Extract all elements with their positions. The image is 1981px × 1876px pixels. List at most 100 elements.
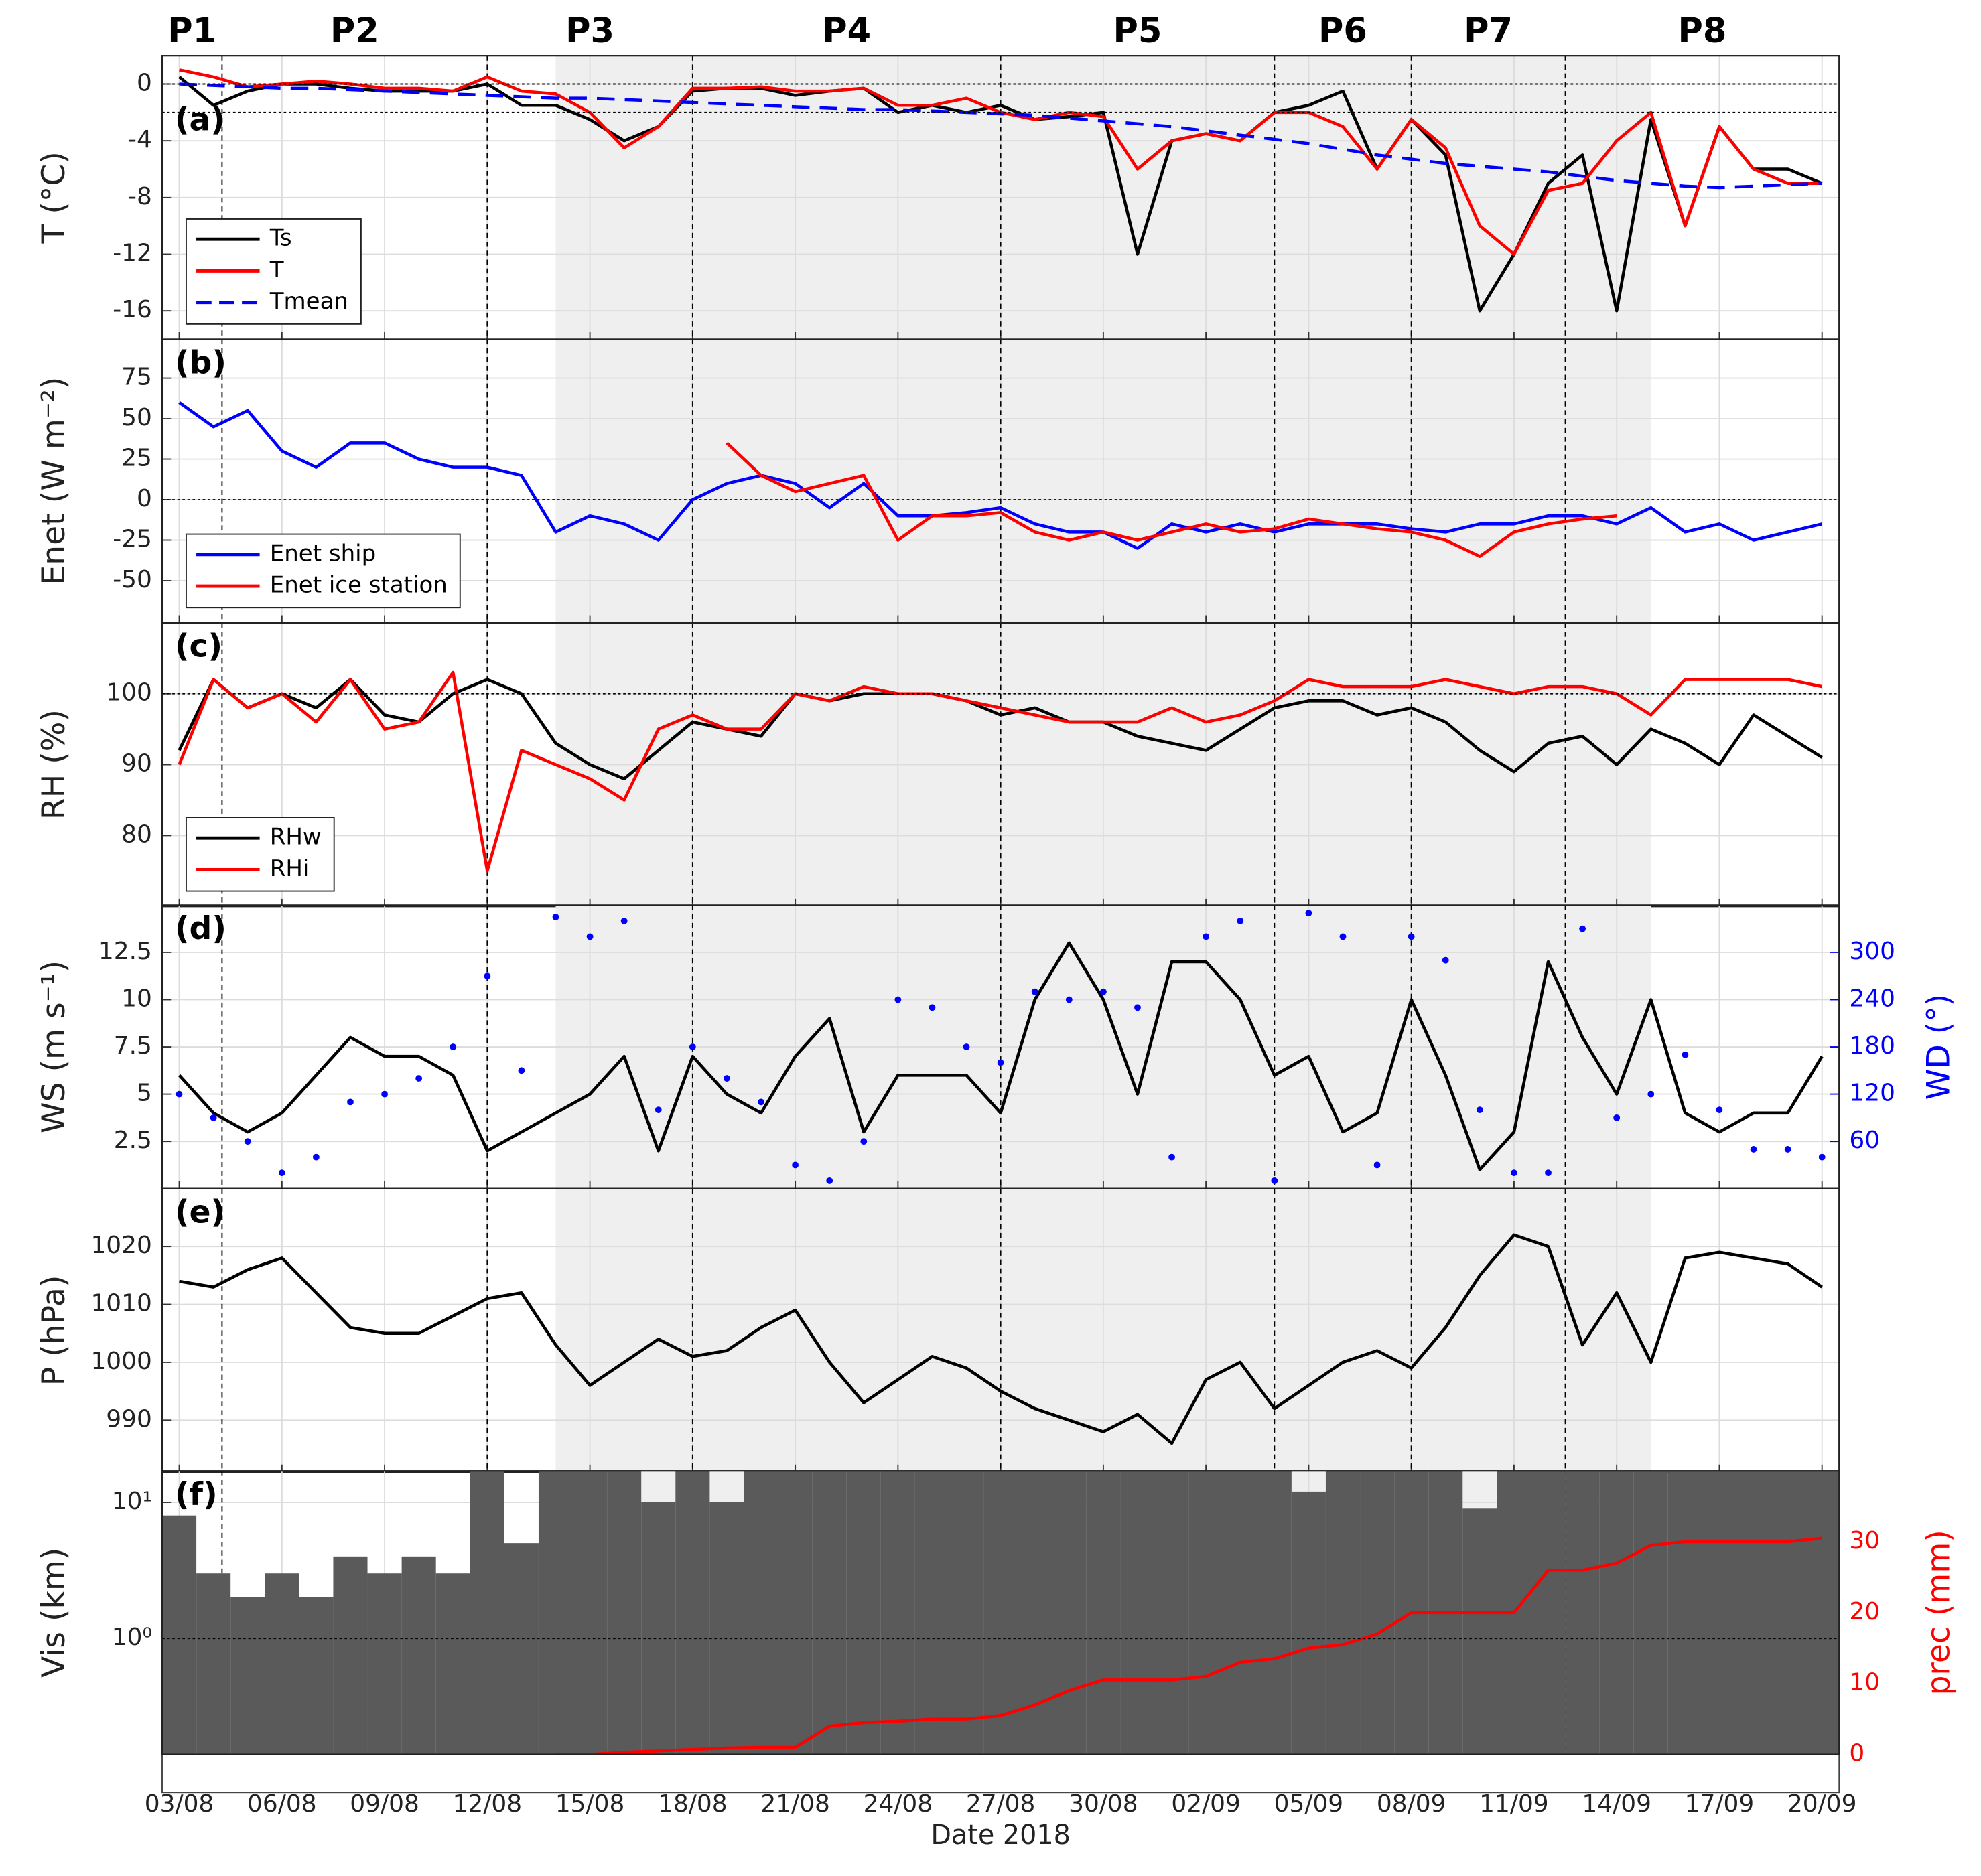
period-label: P5 <box>1113 11 1162 51</box>
wd-dot <box>1682 1051 1689 1058</box>
y-tick-label: 10 <box>121 985 152 1012</box>
x-tick-label: 09/08 <box>350 1790 419 1818</box>
vis-bar <box>1018 1471 1052 1755</box>
panel-3: 2.5 5 7.5 10 12.5 60 120 180 240 300 (d) WS (m s⁻¹)… <box>36 904 1958 1189</box>
x-axis-label: Date 2018 <box>931 1820 1071 1851</box>
wd-dot <box>1818 1153 1826 1161</box>
y-tick-label: 990 <box>106 1405 152 1433</box>
vis-bar <box>1223 1471 1257 1755</box>
vis-bar <box>641 1502 676 1755</box>
vis-bar <box>470 1471 504 1755</box>
y-tick-label: 1020 <box>90 1232 151 1259</box>
wd-dot <box>1237 917 1244 924</box>
legend-label: Tmean <box>269 288 348 315</box>
y-tick-label: 80 <box>121 820 152 848</box>
wd-dot <box>655 1106 662 1114</box>
wd-dot <box>689 1043 696 1050</box>
x-tick-label: 15/08 <box>555 1790 625 1818</box>
x-tick-label: 08/09 <box>1377 1790 1446 1818</box>
vis-bar <box>573 1471 608 1755</box>
y-tick-label: 25 <box>121 445 152 472</box>
legend-box <box>185 817 335 892</box>
y2-tick-label: 10 <box>1849 1669 1880 1697</box>
vis-bar <box>435 1573 470 1755</box>
vis-bar <box>1736 1471 1771 1755</box>
wd-dot <box>552 914 559 920</box>
y-tick-label: 10¹ <box>112 1488 152 1515</box>
vis-bar <box>744 1471 778 1755</box>
y-tick-label: -50 <box>113 566 152 593</box>
series-line <box>179 82 1822 190</box>
y-tick-label: 100 <box>106 679 152 707</box>
wd-dot <box>929 1004 936 1011</box>
y2-tick-label: 0 <box>1849 1740 1864 1767</box>
vis-bar <box>709 1502 744 1755</box>
wd-dot <box>1031 988 1038 995</box>
y-tick-label: -16 <box>113 296 152 323</box>
y2-tick-label: 60 <box>1849 1127 1880 1154</box>
legend-box <box>185 533 461 609</box>
panel-label: (e) <box>175 1194 225 1231</box>
panel-5: 10⁰ 10¹ 0 10 20 30 (f) Vis (km) prec (mm) <box>36 1470 1958 1767</box>
legend-label: Enet ship <box>270 540 376 567</box>
vis-bar <box>333 1556 368 1755</box>
x-tick-label: 20/09 <box>1787 1790 1857 1818</box>
vis-bar <box>675 1471 710 1755</box>
wd-dot <box>518 1067 525 1074</box>
wd-dot <box>415 1075 423 1082</box>
panel-label: (d) <box>175 910 226 947</box>
wd-dot <box>894 996 902 1003</box>
wd-dot <box>278 1169 285 1177</box>
vis-bar <box>1667 1471 1702 1755</box>
legend: Ts T Tmean <box>185 218 362 325</box>
wd-dot <box>1579 925 1586 932</box>
series-group <box>162 1471 1840 1755</box>
vis-bar <box>265 1573 299 1755</box>
panel-label: (b) <box>175 344 226 381</box>
wd-dot <box>620 917 628 924</box>
vis-bar <box>1257 1471 1292 1755</box>
panel-label: (c) <box>175 628 222 665</box>
wd-dot <box>1305 910 1312 917</box>
wd-dot <box>1750 1146 1757 1153</box>
vis-bar <box>1565 1471 1600 1755</box>
period-label: P7 <box>1464 11 1513 51</box>
y-axis-label: P (hPa) <box>36 1275 72 1386</box>
x-tick-label: 21/08 <box>760 1790 830 1818</box>
legend-label: T <box>269 257 284 283</box>
x-tick-label: 18/08 <box>658 1790 728 1818</box>
vis-bar <box>1120 1471 1155 1755</box>
vis-bar <box>1086 1471 1121 1755</box>
y-tick-label: 12.5 <box>98 938 152 965</box>
y2-tick-label: 20 <box>1849 1598 1880 1626</box>
vis-bar <box>983 1471 1018 1755</box>
period-label: P4 <box>822 11 871 51</box>
vis-bar <box>1531 1471 1566 1755</box>
vis-bar <box>778 1471 813 1755</box>
wd-dot <box>1168 1153 1175 1161</box>
legend-box <box>185 218 362 325</box>
series-line <box>179 1233 1823 1445</box>
x-tick-label: 11/09 <box>1479 1790 1549 1818</box>
legend-label: RHi <box>270 855 310 882</box>
wd-dot <box>1545 1169 1552 1177</box>
wd-dot <box>1784 1146 1791 1153</box>
x-tick-label: 03/08 <box>145 1790 214 1818</box>
x-tick-label: 02/09 <box>1171 1790 1241 1818</box>
period-label: P2 <box>330 11 379 51</box>
wd-dot <box>450 1043 457 1050</box>
vis-bar <box>846 1471 881 1755</box>
series-line <box>178 941 1824 1171</box>
legend-label: RHw <box>270 824 322 851</box>
vis-bar <box>367 1573 402 1755</box>
y-tick-label: -8 <box>128 183 152 210</box>
vis-bar <box>1599 1471 1634 1755</box>
y2-tick-label: 180 <box>1849 1032 1895 1060</box>
panel-label: (f) <box>175 1476 218 1513</box>
vis-bar <box>1188 1471 1223 1755</box>
y-tick-label: 0 <box>137 485 152 512</box>
vis-bar <box>812 1471 847 1755</box>
legend: RHw RHi <box>185 817 335 892</box>
